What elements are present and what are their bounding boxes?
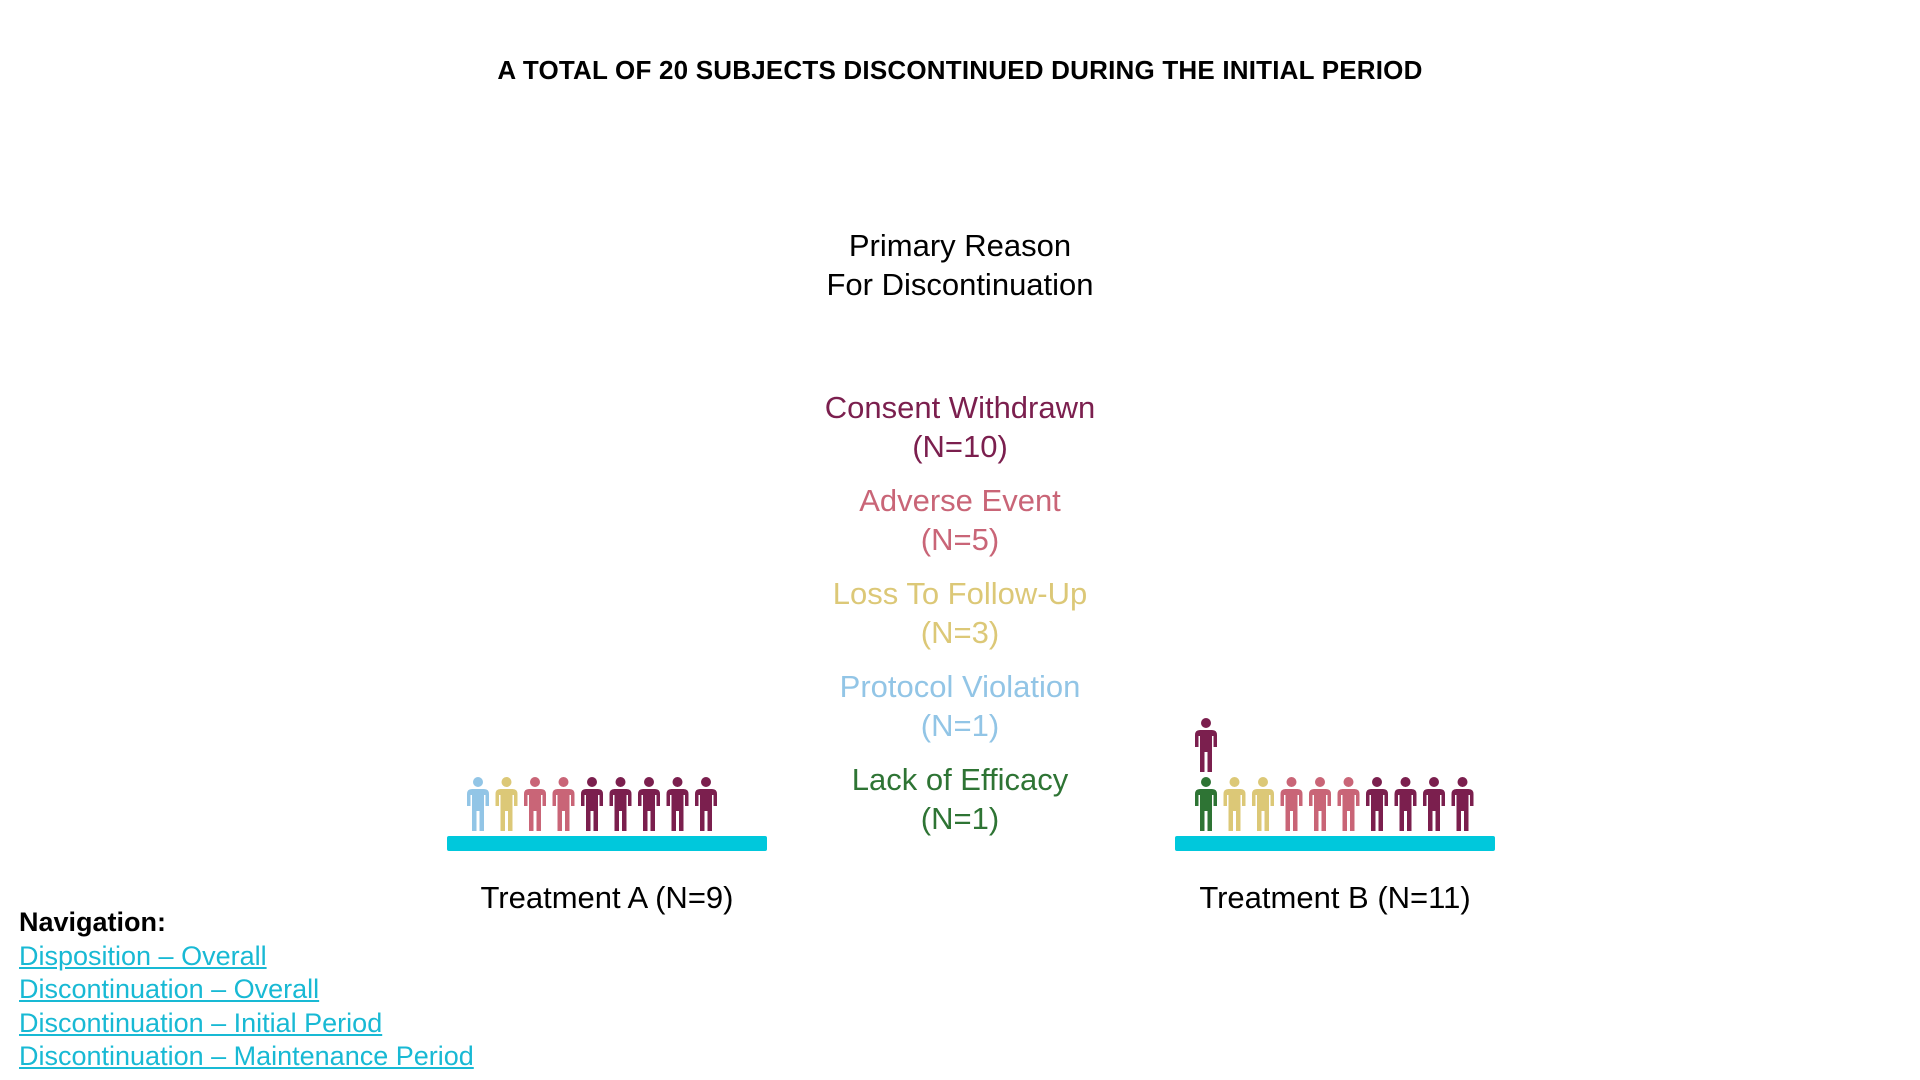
legend-label: Protocol Violation — [839, 669, 1081, 704]
person-icon-lack-of-efficacy — [1195, 777, 1217, 831]
treatment-a-label: Treatment A (N=9) — [480, 880, 734, 915]
legend-count: (N=1) — [920, 708, 1000, 743]
legend-label: Loss To Follow-Up — [832, 576, 1088, 611]
person-icon-adverse-event — [552, 777, 575, 831]
legend-label: Lack of Efficacy — [851, 762, 1069, 797]
platform-bar — [1175, 836, 1495, 851]
person-icon-consent-withdrawn — [666, 777, 689, 831]
legend-label: Adverse Event — [859, 483, 1061, 518]
navigation-title: Navigation: — [19, 907, 167, 937]
person-icon-consent-withdrawn — [1423, 777, 1445, 831]
treatment-b-label: Treatment B (N=11) — [1199, 880, 1471, 915]
person-icon-consent-withdrawn — [1451, 777, 1474, 831]
page-title: A TOTAL OF 20 SUBJECTS DISCONTINUED DURI… — [497, 55, 1423, 85]
treatment-a-pictogram — [447, 777, 767, 851]
legend-label: Consent Withdrawn — [824, 390, 1096, 425]
legend-count: (N=3) — [920, 615, 1000, 650]
platform-bar — [447, 836, 767, 851]
nav-link-discontinuation-initial-period[interactable]: Discontinuation – Initial Period — [19, 1007, 383, 1038]
nav-link-discontinuation-maintenance-period[interactable]: Discontinuation – Maintenance Period — [19, 1041, 474, 1071]
person-icon-adverse-event — [1337, 777, 1360, 831]
person-icon-adverse-event — [1309, 777, 1331, 831]
legend-item-loss-to-follow-up: Loss To Follow-Up (N=3) — [760, 574, 1160, 652]
legend-heading-line2: For Discontinuation — [826, 267, 1094, 302]
person-icon-consent-withdrawn — [581, 777, 603, 831]
person-icon-consent-withdrawn — [1394, 777, 1417, 831]
person-icon-consent-withdrawn — [609, 777, 632, 831]
person-icon-loss-to-follow-up — [1252, 777, 1274, 831]
legend: Consent Withdrawn (N=10) Adverse Event (… — [760, 388, 1160, 853]
legend-count: (N=1) — [920, 801, 1000, 836]
person-icon-consent-withdrawn — [1366, 777, 1388, 831]
person-icon-consent-withdrawn — [695, 777, 717, 831]
person-icon-adverse-event — [1280, 777, 1303, 831]
person-icon-loss-to-follow-up — [1223, 777, 1246, 831]
legend-heading-line1: Primary Reason — [848, 228, 1072, 263]
legend-count: (N=5) — [920, 522, 1000, 557]
legend-item-lack-of-efficacy: Lack of Efficacy (N=1) — [760, 760, 1160, 838]
person-icon-consent-withdrawn — [1195, 718, 1217, 772]
legend-item-adverse-event: Adverse Event (N=5) — [760, 481, 1160, 559]
legend-heading: Primary Reason For Discontinuation — [760, 226, 1160, 304]
person-icon-consent-withdrawn — [638, 777, 660, 831]
nav-link-discontinuation-overall[interactable]: Discontinuation – Overall — [19, 974, 320, 1004]
person-icon-loss-to-follow-up — [495, 777, 518, 831]
treatment-b-pictogram — [1175, 718, 1495, 851]
person-icon-protocol-violation — [467, 777, 489, 831]
person-icon-adverse-event — [524, 777, 546, 831]
nav-link-disposition-overall[interactable]: Disposition – Overall — [19, 940, 267, 971]
legend-item-consent-withdrawn: Consent Withdrawn (N=10) — [760, 388, 1160, 466]
legend-count: (N=10) — [912, 429, 1008, 464]
legend-item-protocol-violation: Protocol Violation (N=1) — [760, 667, 1160, 745]
navigation: Navigation: Disposition – Overall Discon… — [19, 906, 474, 1074]
